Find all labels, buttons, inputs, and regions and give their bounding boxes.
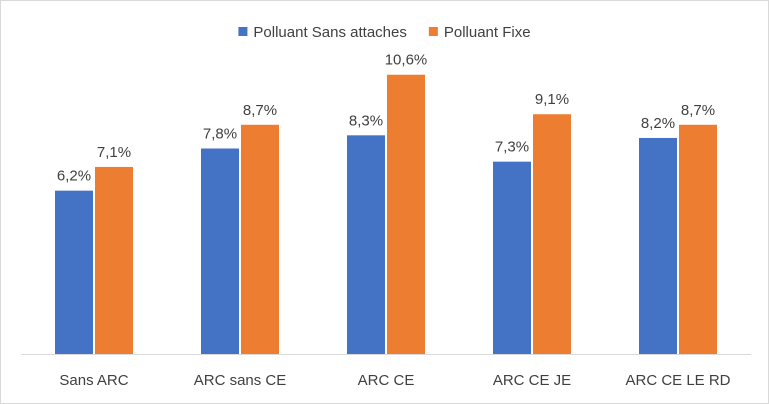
data-label-1-3: 8,3% [349,112,383,129]
data-label-1-5: 8,2% [641,115,675,132]
data-label-1-1: 6,2% [57,168,91,185]
x-tick-label-2: ARC sans CE [194,372,287,389]
value-labels: 6,2% 7,1% 7,8% 8,7% 8,3% 10,6% 7,3% 9,1% 8,2% 8,7… [57,52,715,185]
data-label-2-4: 9,1% [535,91,569,108]
legend-label-2: Polluant Fixe [444,24,531,41]
bar-2-5 [679,124,717,354]
bar-1-5 [639,137,677,354]
legend: Polluant Sans attaches Polluant Fixe [238,24,531,41]
legend-swatch-1 [238,27,248,36]
bar-1-2 [201,148,239,354]
x-tick-label-4: ARC CE JE [493,372,571,389]
data-label-2-5: 8,7% [681,102,715,119]
bar-2-2 [241,124,279,354]
x-tick-label-1: Sans ARC [59,372,128,389]
legend-label-1: Polluant Sans attaches [253,24,406,41]
bar-2-3 [387,74,425,354]
bar-1-4 [493,161,531,354]
data-label-1-4: 7,3% [495,139,529,156]
bar-1-3 [347,135,385,354]
data-label-2-2: 8,7% [243,102,277,119]
data-label-1-2: 7,8% [203,125,237,142]
category-labels: Sans ARC ARC sans CE ARC CE ARC CE JE ARC CE… [59,372,730,389]
bars [55,74,717,355]
bar-1-1 [55,190,93,354]
bar-2-4 [533,114,571,355]
data-label-2-1: 7,1% [97,144,131,161]
x-tick-label-3: ARC CE [358,372,415,389]
bar-2-1 [95,166,133,354]
x-tick-label-5: ARC CE LE RD [625,372,730,389]
legend-swatch-2 [428,27,438,36]
data-label-2-3: 10,6% [385,52,428,69]
